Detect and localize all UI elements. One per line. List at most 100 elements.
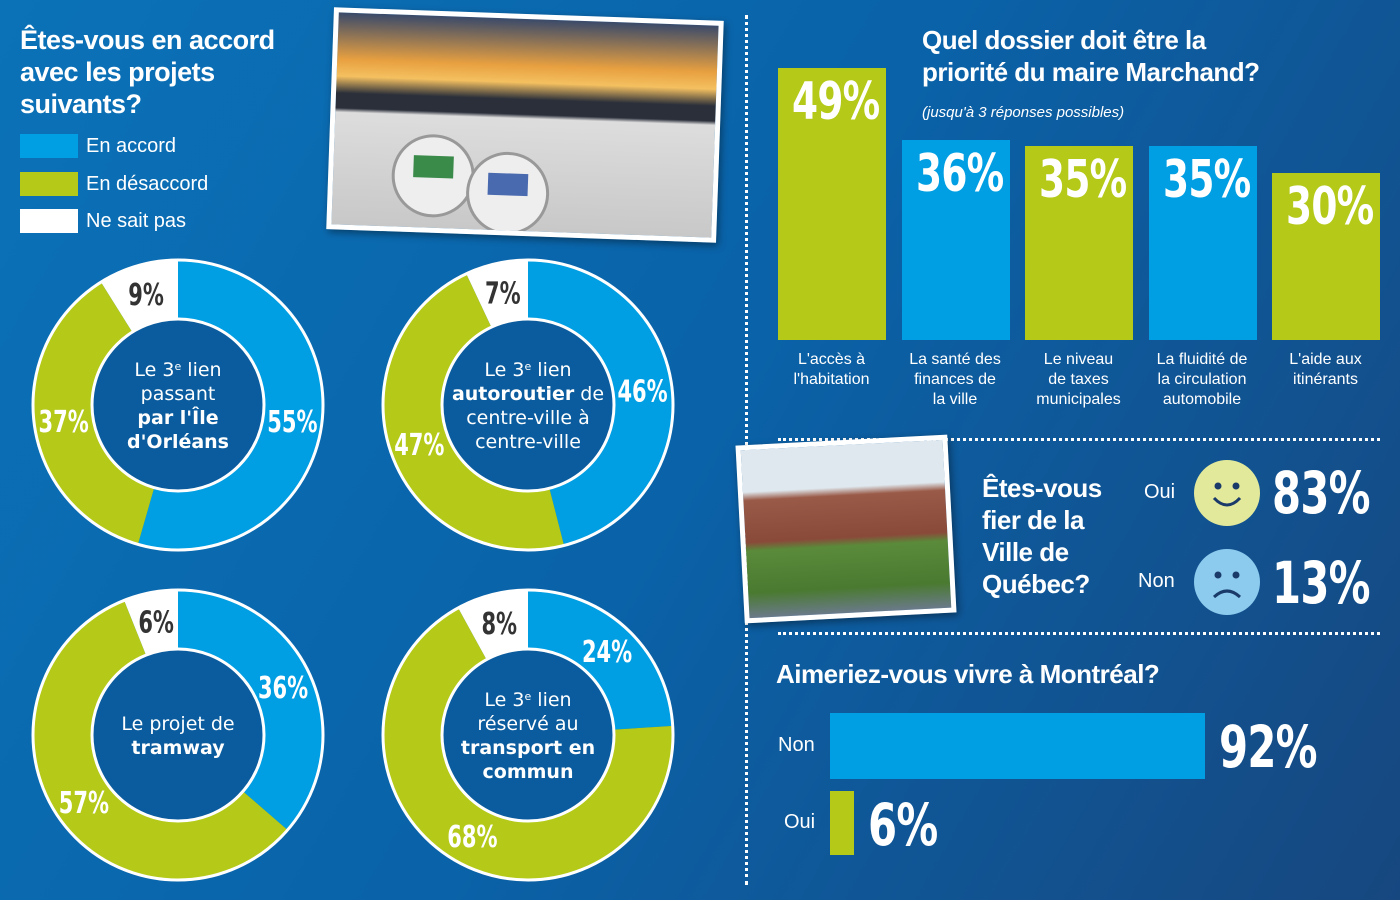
- donut-center-text: par l'Île: [137, 406, 218, 429]
- priority-bar: [1148, 145, 1257, 340]
- priority-bar-value: 35%: [1039, 149, 1127, 210]
- donut-slice-unknown: [466, 260, 528, 328]
- donut-center-text: passant: [141, 383, 216, 405]
- pride-title: Êtes-vous fier de la Ville de Québec?: [982, 473, 1102, 599]
- donut-center-text: centre-ville à: [466, 407, 590, 429]
- donut-center-label: Le projet de: [121, 713, 234, 735]
- montreal-bar: [830, 713, 1206, 779]
- donut-center-label: passant: [141, 383, 216, 405]
- montreal-bar: [830, 791, 855, 855]
- donut-center-label: tramway: [131, 737, 225, 759]
- priority-bar: [901, 140, 1010, 340]
- category-line: de taxes: [1048, 371, 1109, 388]
- donut-center: [90, 317, 266, 493]
- tunnel-photo: [326, 7, 724, 243]
- legend-disagree: En désaccord: [20, 172, 208, 196]
- priority-bar-value: 30%: [1286, 177, 1374, 238]
- donut-center-label: Le 3e lien: [134, 359, 221, 381]
- priority-bar-category: La fluidité de la circulation automobile: [1141, 350, 1264, 410]
- donut-label: 6%: [138, 606, 174, 641]
- donut-slice-agree: [528, 260, 674, 546]
- priority-bar: [1025, 145, 1133, 340]
- donut-center-label: autoroutier de: [452, 383, 604, 405]
- donut-center-label: par l'Île: [137, 406, 218, 429]
- donut-center-label: transport en: [461, 737, 595, 759]
- priority-subtitle: (jusqu'à 3 réponses possibles): [922, 104, 1125, 121]
- divider: [778, 438, 1380, 441]
- donut-label: 8%: [481, 607, 517, 642]
- category-line: L'accès à: [797, 351, 866, 368]
- left-title: Êtes-vous en accord avec les projets sui…: [20, 25, 275, 119]
- donut-label: 36%: [258, 671, 308, 706]
- smiley-sad-icon: [1194, 549, 1260, 615]
- tunnel-illustration: [391, 134, 550, 235]
- montreal-category: Non: [778, 734, 815, 756]
- montreal-title: Aimeriez-vous vivre à Montréal?: [776, 659, 1160, 689]
- donut-center-text: Le 3: [484, 689, 524, 711]
- category-line: Le niveau: [1043, 351, 1114, 368]
- donut-slice-disagree: [33, 600, 288, 880]
- pride-no-label: Non: [1138, 570, 1175, 592]
- donut-center-label: centre-ville à: [466, 407, 590, 429]
- donut-slice-disagree: [33, 282, 155, 545]
- priority-bar: [1272, 173, 1380, 340]
- montreal-bar-value: 6%: [868, 791, 938, 859]
- donut-slice-agree: [137, 260, 324, 550]
- donut-center-label: réservé au: [477, 713, 578, 735]
- donut-outline: [381, 258, 675, 552]
- donut-label: 68%: [447, 821, 497, 856]
- donut-center-text: transport en: [461, 737, 595, 759]
- priority-bar-category: La santé des finances de la ville: [894, 350, 1017, 410]
- priority-bar-category: L'accès à l'habitation: [770, 350, 893, 390]
- donut-center: [440, 317, 616, 493]
- category-line: la ville: [932, 391, 978, 408]
- donut-center-label: Le 3e lien: [484, 359, 571, 381]
- category-line: municipales: [1036, 391, 1121, 408]
- donut-label: 24%: [582, 635, 632, 670]
- donut-label: 46%: [617, 375, 667, 410]
- category-line: itinérants: [1293, 371, 1358, 388]
- pride-yes-label: Oui: [1144, 481, 1176, 503]
- donut-center-text: Le 3: [484, 359, 524, 381]
- donut-center-text: Le 3: [134, 359, 174, 381]
- priority-bar-category: Le niveau de taxes municipales: [1017, 350, 1140, 410]
- priority-bar-value: 49%: [792, 72, 880, 132]
- donut-outline: [31, 258, 325, 552]
- donut-center-text: Le projet de: [121, 713, 234, 735]
- donut-center-text: e: [524, 360, 531, 373]
- montreal-bar-value: 92%: [1219, 713, 1318, 781]
- priority-title: Quel dossier doit être la priorité du ma…: [922, 25, 1260, 87]
- legend-agree: En accord: [20, 134, 176, 158]
- priority-bar: [778, 68, 886, 340]
- donut-center-label: Le 3e lien: [484, 689, 571, 711]
- donut-center-label: commun: [483, 761, 574, 783]
- category-line: finances de: [914, 371, 996, 388]
- pride-yes-value: 83%: [1272, 459, 1371, 527]
- donut-slice-unknown: [100, 260, 178, 333]
- chateau-frontenac-photo: [735, 434, 957, 624]
- priority-bar-value: 36%: [915, 144, 1004, 205]
- donut-center-text: de: [574, 383, 604, 405]
- donut-center-text: lien: [531, 359, 571, 381]
- category-line: l'habitation: [793, 371, 870, 388]
- donut-center-text: lien: [181, 359, 221, 381]
- donut-label: 57%: [59, 786, 109, 821]
- legend-unknown: Ne sait pas: [20, 209, 186, 233]
- donut-outline: [381, 588, 675, 882]
- legend-swatch: [20, 209, 78, 233]
- donut-label: 9%: [128, 278, 164, 313]
- category-line: La fluidité de: [1156, 351, 1248, 368]
- montreal-category: Oui: [784, 811, 816, 833]
- donut-label: 55%: [267, 405, 317, 440]
- donut-slice-unknown: [124, 590, 178, 656]
- donut-slice-disagree: [382, 273, 565, 550]
- donut-center-text: commun: [483, 761, 574, 783]
- priority-bar-category: L'aide aux itinérants: [1264, 350, 1387, 390]
- donut-center-text: e: [174, 360, 181, 373]
- donut-center-label: d'Orléans: [127, 431, 229, 453]
- smiley-happy-icon: [1194, 460, 1260, 526]
- donut-slice-unknown: [458, 590, 528, 660]
- donut-center: [440, 647, 616, 823]
- pride-no-value: 13%: [1272, 549, 1371, 617]
